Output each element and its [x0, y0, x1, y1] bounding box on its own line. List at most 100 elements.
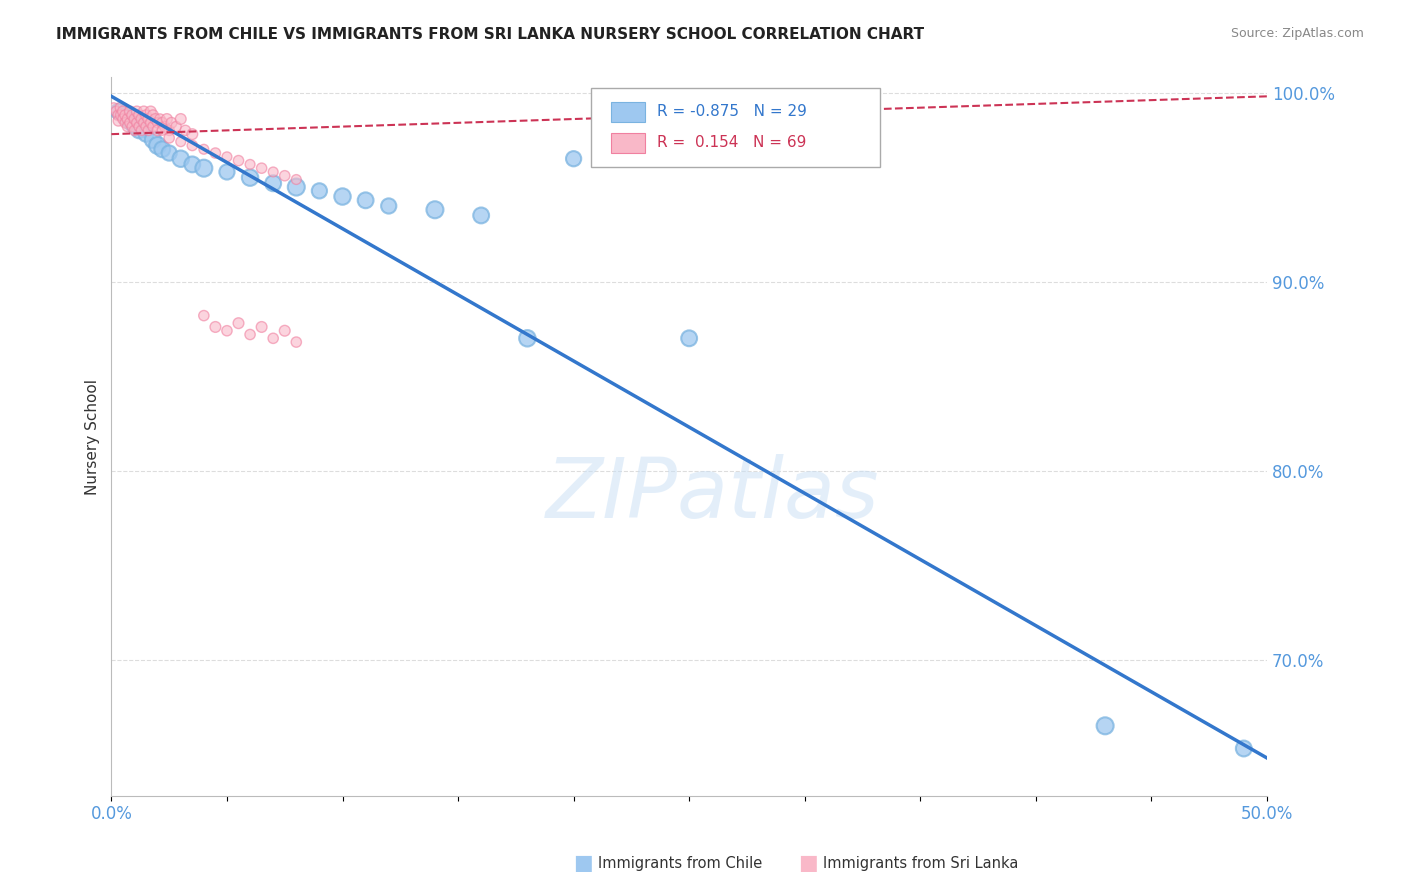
Point: [170, 152, 193, 166]
Point: [111, 104, 134, 119]
Point: [107, 108, 129, 122]
Point: [193, 142, 215, 156]
Point: [308, 184, 330, 198]
Point: [105, 104, 128, 119]
Point: [128, 108, 150, 122]
Point: [262, 331, 284, 345]
Point: [174, 123, 197, 137]
Point: [124, 123, 146, 137]
Point: [181, 127, 204, 141]
Point: [131, 112, 153, 126]
Point: [135, 108, 157, 122]
Point: [146, 123, 169, 137]
Point: [170, 135, 193, 149]
Point: [146, 138, 169, 153]
Point: [107, 114, 129, 128]
Point: [157, 123, 180, 137]
Point: [107, 104, 129, 119]
Text: Source: ZipAtlas.com: Source: ZipAtlas.com: [1230, 27, 1364, 40]
Point: [239, 157, 262, 171]
Text: IMMIGRANTS FROM CHILE VS IMMIGRANTS FROM SRI LANKA NURSERY SCHOOL CORRELATION CH: IMMIGRANTS FROM CHILE VS IMMIGRANTS FROM…: [56, 27, 924, 42]
Point: [142, 133, 165, 147]
Point: [262, 176, 284, 190]
Text: ■: ■: [799, 854, 818, 873]
Point: [150, 142, 173, 156]
Point: [110, 101, 132, 115]
Point: [204, 320, 226, 334]
Point: [157, 131, 180, 145]
Point: [170, 112, 193, 126]
Point: [117, 120, 139, 134]
Point: [274, 169, 297, 183]
Point: [793, 152, 815, 166]
Point: [250, 320, 273, 334]
Point: [285, 335, 308, 350]
Point: [285, 180, 308, 194]
Point: [150, 123, 173, 137]
Point: [516, 331, 538, 345]
Point: [423, 202, 446, 217]
Text: R =  0.154   N = 69: R = 0.154 N = 69: [657, 136, 806, 151]
Text: R = -0.875   N = 29: R = -0.875 N = 29: [657, 104, 807, 120]
Point: [470, 209, 492, 223]
Point: [125, 104, 148, 119]
Y-axis label: Nursery School: Nursery School: [86, 378, 100, 494]
Point: [121, 108, 143, 122]
Point: [228, 316, 250, 330]
Point: [285, 172, 308, 186]
Point: [160, 116, 183, 130]
Point: [250, 161, 273, 176]
Point: [142, 120, 165, 134]
Point: [193, 161, 215, 176]
Point: [142, 108, 165, 122]
Point: [377, 199, 399, 213]
Point: [138, 123, 160, 137]
Text: ZIPatlas: ZIPatlas: [546, 453, 879, 534]
Point: [143, 112, 166, 126]
Point: [562, 152, 585, 166]
Point: [239, 170, 262, 185]
Point: [135, 120, 157, 134]
Point: [121, 120, 143, 134]
FancyBboxPatch shape: [610, 102, 645, 122]
Point: [332, 189, 354, 203]
Point: [149, 112, 172, 126]
Point: [262, 165, 284, 179]
FancyBboxPatch shape: [591, 88, 880, 167]
Point: [103, 101, 125, 115]
FancyBboxPatch shape: [610, 133, 645, 153]
Point: [128, 123, 150, 137]
Point: [125, 116, 148, 130]
Point: [110, 108, 132, 122]
Point: [678, 331, 700, 345]
Point: [139, 116, 162, 130]
Point: [114, 108, 136, 122]
Point: [118, 114, 141, 128]
Point: [132, 116, 155, 130]
Point: [118, 116, 141, 130]
Text: Immigrants from Sri Lanka: Immigrants from Sri Lanka: [823, 856, 1018, 871]
Point: [274, 324, 297, 338]
Point: [215, 150, 238, 164]
Point: [204, 146, 226, 161]
Point: [132, 104, 155, 119]
Point: [150, 116, 173, 130]
Point: [181, 157, 204, 171]
Point: [139, 104, 162, 119]
Point: [165, 120, 187, 134]
Point: [153, 120, 176, 134]
Point: [114, 116, 136, 130]
Text: ■: ■: [574, 854, 593, 873]
Point: [135, 127, 157, 141]
Point: [124, 118, 146, 132]
Point: [215, 165, 238, 179]
Point: [157, 146, 180, 161]
Point: [228, 153, 250, 168]
Text: Immigrants from Chile: Immigrants from Chile: [598, 856, 762, 871]
Point: [1233, 741, 1256, 756]
Point: [181, 138, 204, 153]
Point: [215, 324, 238, 338]
Point: [118, 104, 141, 119]
Point: [117, 112, 139, 126]
Point: [1094, 719, 1116, 733]
